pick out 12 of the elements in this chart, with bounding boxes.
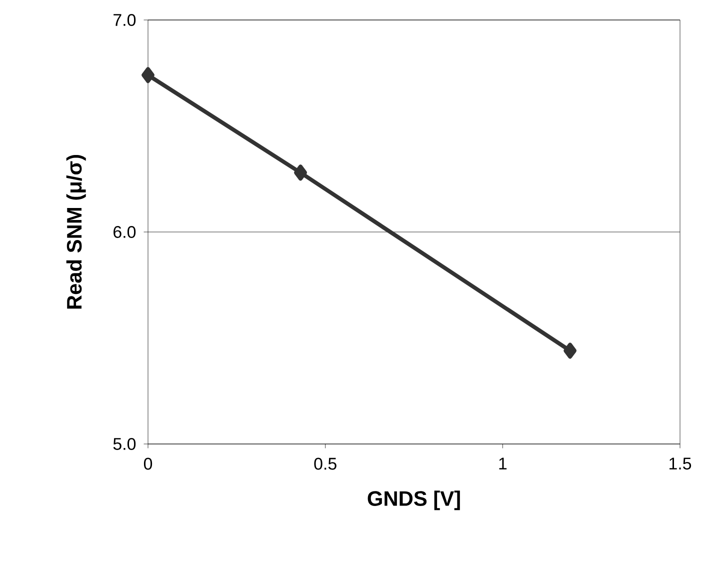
x-tick-label: 0.5	[314, 458, 336, 470]
x-tick-label: 1	[499, 458, 507, 470]
y-tick-label: 7.0	[114, 14, 136, 26]
point	[564, 342, 577, 359]
point	[142, 67, 155, 84]
x-tick-label: 0	[144, 458, 152, 470]
x-tick-label: 1.5	[670, 458, 692, 470]
point	[294, 164, 308, 181]
y-tick-label: 6.0	[114, 226, 136, 238]
y-tick-label: 5.0	[113, 438, 136, 450]
y-axis-title: Read SNM (μ/σ)	[66, 154, 86, 309]
x-axis-title: GNDS [V]	[368, 490, 460, 510]
